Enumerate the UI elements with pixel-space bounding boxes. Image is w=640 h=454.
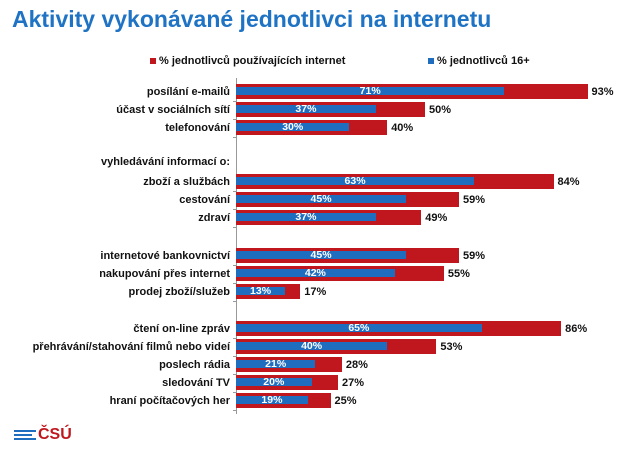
- bar-all: [236, 195, 407, 203]
- bar-all-value: 13%: [250, 285, 272, 297]
- bar-all: [236, 342, 388, 350]
- bar-all-value: 71%: [359, 85, 381, 97]
- logo-text: ČSÚ: [38, 426, 72, 443]
- category-label: internetové bankovnictví: [100, 250, 230, 262]
- bar-internet-value: 49%: [425, 212, 448, 224]
- bar-all-value: 19%: [261, 394, 283, 406]
- bar-internet-value: 17%: [304, 286, 327, 298]
- bar-all: [236, 378, 312, 386]
- category-label: sledování TV: [162, 377, 230, 389]
- bar-internet-value: 25%: [334, 395, 357, 407]
- chart-title: Aktivity vykonávané jednotlivci na inter…: [12, 6, 492, 32]
- bar-all-value: 30%: [282, 121, 304, 133]
- category-label: prodej zboží/služeb: [128, 286, 230, 298]
- bar-all-value: 40%: [301, 340, 323, 352]
- bar-all: [236, 360, 316, 368]
- bar-all-value: 37%: [295, 103, 317, 115]
- axis-tick: [233, 338, 236, 339]
- category-header: vyhledávání informací o:: [101, 156, 230, 168]
- axis-tick: [233, 392, 236, 393]
- bar-internet-value: 28%: [345, 359, 368, 371]
- category-label: účast v sociálních sítí: [116, 104, 230, 116]
- axis-tick: [233, 119, 236, 120]
- category-label: cestování: [179, 194, 230, 206]
- bar-all: [236, 324, 482, 332]
- axis-tick: [233, 301, 236, 302]
- bar-all: [236, 213, 376, 221]
- axis-tick: [233, 191, 236, 192]
- bar-internet-value: 59%: [463, 194, 486, 206]
- bar-all: [236, 269, 395, 277]
- axis-tick: [233, 374, 236, 375]
- bar-internet-value: 40%: [391, 122, 414, 134]
- bar-internet-value: 86%: [565, 323, 588, 335]
- category-label: poslech rádia: [159, 359, 230, 371]
- bar-all: [236, 251, 407, 259]
- legend-swatch-blue: [428, 58, 434, 64]
- bar-internet-value: 93%: [591, 86, 614, 98]
- logo-lines-icon: [14, 430, 36, 440]
- bar-all-value: 37%: [295, 211, 317, 223]
- legend-label: % jednotlivců používajících internet: [159, 55, 346, 67]
- bar-all-value: 65%: [348, 322, 370, 334]
- axis-tick: [233, 283, 236, 284]
- category-label: nakupování přes internet: [99, 268, 230, 280]
- axis-tick: [233, 410, 236, 411]
- axis-tick: [233, 137, 236, 138]
- legend-label: % jednotlivců 16+: [437, 55, 530, 67]
- axis-tick: [233, 265, 236, 266]
- bar-internet-value: 59%: [463, 250, 486, 262]
- legend-item-all: % jednotlivců 16+: [428, 55, 530, 67]
- bar-all: [236, 287, 286, 295]
- axis-tick: [233, 356, 236, 357]
- bar-all-value: 21%: [265, 358, 287, 370]
- category-label: zdraví: [198, 212, 230, 224]
- legend-item-internet: % jednotlivců používajících internet: [150, 55, 345, 67]
- axis-tick: [233, 227, 236, 228]
- category-label: telefonování: [165, 122, 230, 134]
- bar-all-value: 45%: [310, 249, 332, 261]
- bar-internet-value: 50%: [429, 104, 452, 116]
- bar-all: [236, 123, 350, 131]
- legend-swatch-red: [150, 58, 156, 64]
- bar-internet-value: 84%: [557, 176, 580, 188]
- category-label: přehrávání/stahování filmů nebo videí: [32, 341, 230, 353]
- bar-all: [236, 87, 505, 95]
- csu-logo: ČSÚ: [14, 426, 72, 444]
- y-axis: [236, 78, 237, 414]
- bar-internet-value: 55%: [447, 268, 470, 280]
- bar-all: [236, 105, 376, 113]
- category-label: hraní počítačových her: [109, 395, 230, 407]
- category-label: zboží a službách: [143, 176, 230, 188]
- axis-tick: [233, 101, 236, 102]
- bar-all-value: 45%: [310, 193, 332, 205]
- axis-tick: [233, 209, 236, 210]
- bar-all: [236, 396, 308, 404]
- bar-internet-value: 53%: [440, 341, 463, 353]
- category-label: čtení on-line zpráv: [133, 323, 230, 335]
- bar-all-value: 20%: [263, 376, 285, 388]
- bar-internet-value: 27%: [342, 377, 365, 389]
- bar-all: [236, 177, 475, 185]
- bar-all-value: 42%: [304, 267, 326, 279]
- bar-all-value: 63%: [344, 175, 366, 187]
- category-label: posílání e-mailů: [146, 86, 230, 98]
